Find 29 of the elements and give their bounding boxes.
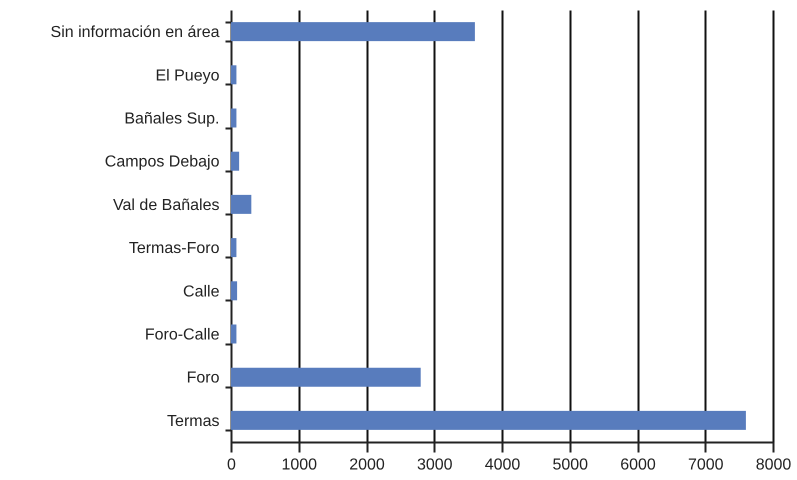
bar	[231, 368, 421, 387]
bar	[231, 410, 746, 430]
x-tick-label: 7000	[688, 456, 724, 474]
y-tick-label: Foro-Calle	[144, 326, 220, 344]
x-tick-label: 4000	[484, 456, 520, 474]
x-tick-label: 5000	[552, 456, 588, 474]
y-tick-label: Bañales Sup.	[124, 110, 220, 128]
y-tick-label: Calle	[183, 283, 220, 300]
x-tick-label: 2000	[349, 456, 385, 474]
x-tick-label: 3000	[416, 456, 453, 474]
bar	[231, 324, 236, 344]
bar	[231, 108, 236, 128]
y-tick-label: Campos Debajo	[104, 154, 220, 171]
x-tick-label: 6000	[620, 456, 656, 474]
bar	[231, 281, 238, 300]
y-tick-label: Termas-Foro	[128, 240, 220, 258]
y-tick-label: El Pueyo	[155, 67, 220, 84]
y-tick-label: Val de Bañales	[113, 196, 220, 214]
x-tick-label: 8000	[756, 456, 792, 474]
y-tick-label: Termas	[167, 412, 220, 430]
y-tick-label: Sin información en área	[50, 24, 220, 42]
x-tick-label: 1000	[281, 456, 318, 474]
bar	[231, 152, 240, 171]
bar	[231, 238, 236, 258]
bar	[231, 65, 236, 84]
x-tick-label: 0	[227, 456, 236, 474]
bar	[231, 194, 252, 214]
bar	[231, 22, 475, 42]
y-tick-label: Foro	[186, 370, 220, 387]
